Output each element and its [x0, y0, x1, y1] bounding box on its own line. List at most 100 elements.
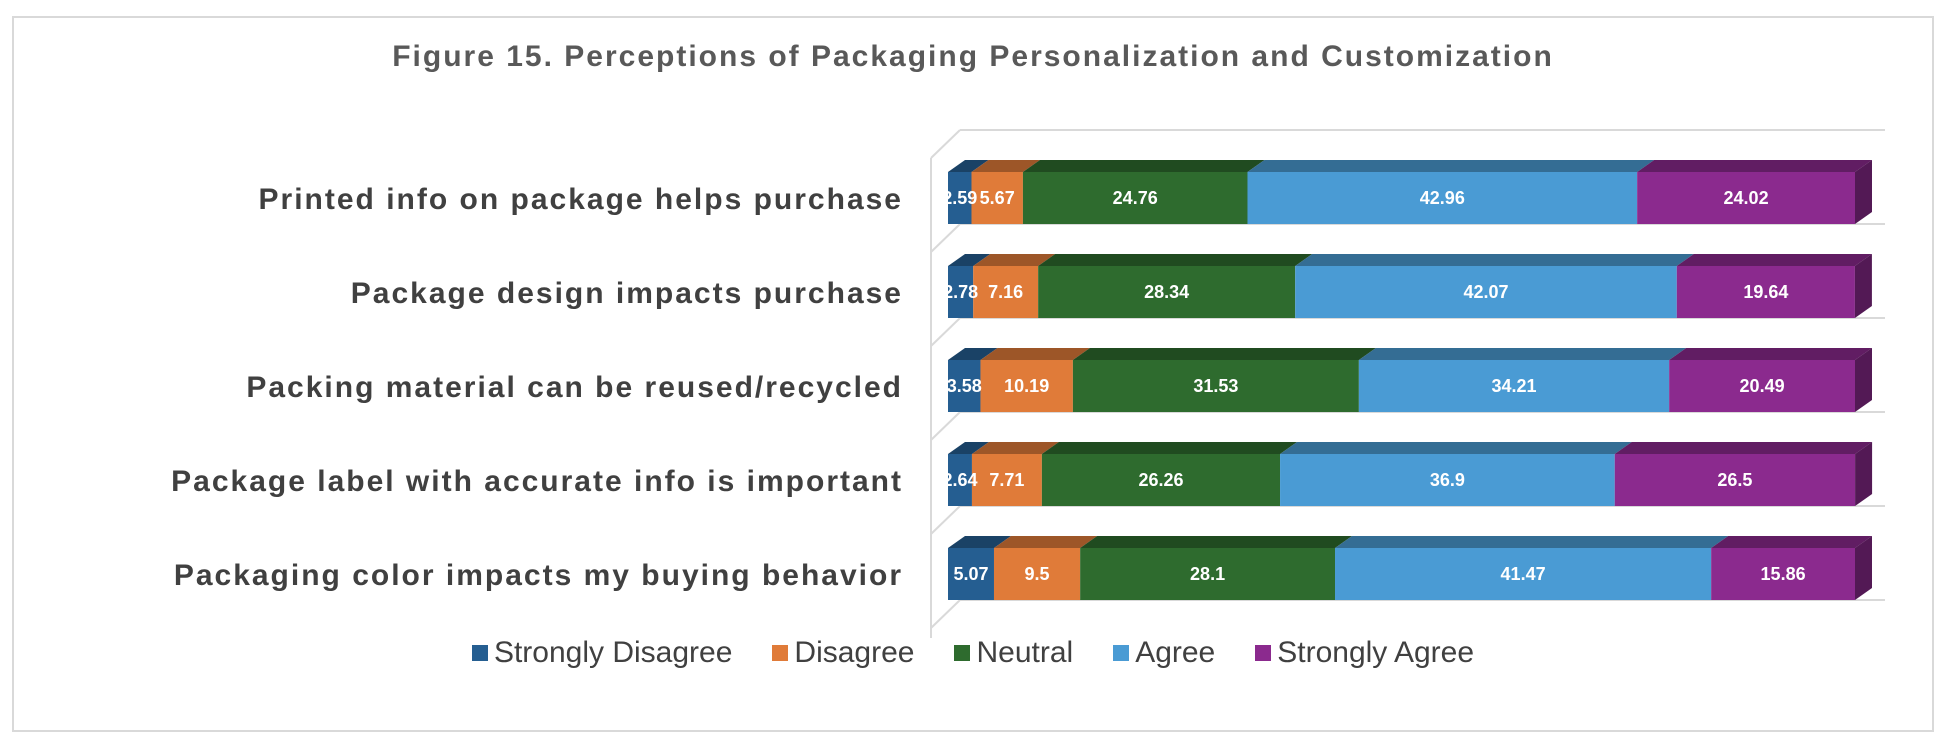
bar-segment: [1022, 172, 1248, 224]
bar-segment-top: [1080, 536, 1353, 548]
bar-segment: [948, 548, 994, 600]
gridline-diagonal: [930, 599, 961, 629]
data-label: 2.59: [942, 188, 977, 208]
data-label: 41.47: [1501, 564, 1546, 584]
bar-segment-top: [971, 442, 1059, 454]
bar-segment-side: [1854, 254, 1872, 318]
legend-swatch: [1255, 645, 1272, 661]
bar-segment: [948, 172, 972, 224]
bar-segment-top: [973, 254, 1056, 266]
data-label: 24.02: [1724, 188, 1769, 208]
gridline-diagonal: [930, 223, 961, 253]
bar-segment: [1335, 548, 1712, 600]
bar-segment-top: [1335, 536, 1729, 548]
bar-segment-top: [1072, 348, 1376, 360]
bar-segment-side: [1855, 536, 1872, 600]
category-label: Printed info on package helps purchase: [259, 183, 903, 216]
category-labels: Printed info on package helps purchase Pa…: [171, 183, 903, 592]
bar-segment-top: [1295, 254, 1694, 266]
data-label: 36.9: [1430, 470, 1465, 490]
gridline-diagonal: [930, 411, 961, 441]
data-label: 2.78: [943, 282, 978, 302]
category-label: Package label with accurate info is impo…: [171, 465, 903, 498]
data-label: 28.34: [1144, 282, 1189, 302]
category-label: Packing material can be reused/recycled: [246, 371, 903, 404]
bar-segment-top: [948, 254, 991, 266]
category-label: Package design impacts purchase: [351, 277, 903, 310]
data-label: 31.53: [1193, 376, 1238, 396]
bar-segment-top: [1676, 254, 1872, 266]
bar-segment: [1080, 548, 1336, 600]
bar-segment-top: [1637, 160, 1872, 172]
legend-label: Neutral: [976, 636, 1074, 669]
bar-segment-side: [1855, 160, 1872, 224]
bar-segment: [1295, 266, 1677, 318]
bar-segment: [1669, 360, 1855, 412]
legend-item: Strongly Disagree: [471, 636, 733, 670]
bar-segment-top: [971, 160, 1040, 172]
chart-title: Figure 15. Perceptions of Packaging Pers…: [392, 40, 1554, 73]
data-label: 5.07: [953, 564, 988, 584]
bar-segment-top: [948, 442, 989, 454]
legend-label: Disagree: [794, 636, 915, 669]
data-label: 24.76: [1113, 188, 1158, 208]
legend-item: Strongly Agree: [1255, 636, 1474, 670]
bar-segment: [1038, 266, 1296, 318]
data-label: 28.1: [1190, 564, 1225, 584]
bar-segment: [948, 266, 974, 318]
legend-swatch: [1113, 645, 1130, 661]
data-label: 26.26: [1138, 470, 1183, 490]
legend-label: Strongly Agree: [1277, 636, 1475, 669]
bar-segment: [1247, 172, 1638, 224]
gridline-diagonal: [930, 505, 961, 535]
bar-segment-top: [1358, 348, 1687, 360]
bar-segment-top: [1022, 160, 1265, 172]
bar-segment-top: [1247, 160, 1655, 172]
bar-segment-top: [1041, 442, 1298, 454]
data-label: 42.96: [1420, 188, 1465, 208]
bar-segment: [1676, 266, 1855, 318]
data-label: 7.71: [989, 470, 1024, 490]
data-label: 15.86: [1761, 564, 1806, 584]
bar-segment: [1711, 548, 1855, 600]
bar-segment: [971, 172, 1023, 224]
legend-swatch: [772, 645, 789, 661]
bar-segment: [980, 360, 1073, 412]
bar-segment-top: [948, 348, 998, 360]
gridline-diagonal: [930, 317, 961, 347]
category-label: Packaging color impacts my buying behavi…: [174, 559, 903, 592]
bar-segment: [973, 266, 1039, 318]
bar-segment-top: [1711, 536, 1872, 548]
legend-label: Strongly Disagree: [493, 636, 733, 669]
bar-segment-top: [993, 536, 1098, 548]
legend: Strongly Disagree Disagree Neutral Agree Str…: [0, 636, 1946, 670]
data-label: 7.16: [988, 282, 1023, 302]
bar-segment: [971, 454, 1042, 506]
bar-segment: [1637, 172, 1855, 224]
legend-item: Agree: [1113, 636, 1215, 670]
plot-wall-edge: [930, 129, 961, 159]
bar-segment: [1358, 360, 1670, 412]
legend-item: Disagree: [772, 636, 914, 670]
value-labels: 2.59 5.67 24.76 42.96 24.02 2.78 7.16 28.34 42.0…: [942, 188, 1805, 584]
bar-segment-top: [1038, 254, 1313, 266]
bar-segment-top: [980, 348, 1090, 360]
legend-item: Neutral: [954, 636, 1073, 670]
bar-segment-top: [948, 536, 1011, 548]
bar-segments: [948, 160, 1873, 600]
data-label: 9.5: [1025, 564, 1050, 584]
bar-segment-top: [948, 160, 989, 172]
bar-segment: [1614, 454, 1856, 506]
bar-segment-side: [1855, 348, 1872, 412]
bar-segment-top: [1614, 442, 1873, 454]
data-label: 2.64: [942, 470, 977, 490]
bar-segment-side: [1855, 442, 1873, 506]
bar-segment-top: [1280, 442, 1632, 454]
data-label: 20.49: [1740, 376, 1785, 396]
legend-swatch: [954, 645, 971, 661]
data-label: 26.5: [1717, 470, 1752, 490]
bar-segment: [1041, 454, 1281, 506]
bar-segment-top: [1669, 348, 1872, 360]
bar-segment: [1072, 360, 1359, 412]
